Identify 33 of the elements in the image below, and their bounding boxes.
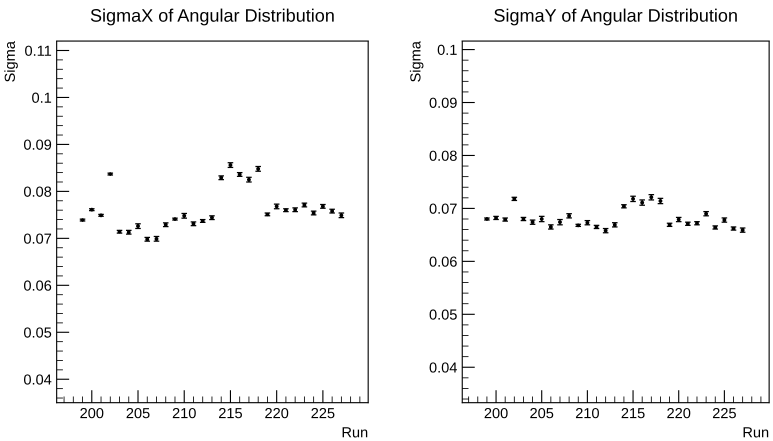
x-tick-label: 200: [80, 408, 104, 418]
x-axis-title: Run: [744, 427, 768, 438]
y-tick-label: 0.09: [24, 140, 52, 150]
x-tick-label: 200: [484, 408, 508, 418]
x-axis-title: Run: [342, 427, 368, 438]
x-tick-label: 215: [622, 408, 645, 418]
x-tick-label: 210: [576, 408, 599, 418]
y-tick-label: 0.05: [430, 309, 457, 320]
y-tick-label: 0.06: [24, 280, 52, 291]
x-tick-label: 215: [219, 408, 242, 418]
y-tick-label: 0.09: [430, 98, 457, 108]
y-axis-title: Sigma: [4, 41, 18, 82]
x-tick-label: 225: [311, 408, 334, 418]
y-tick-label: 0.08: [430, 150, 457, 161]
y-tick-label: 0.04: [430, 362, 457, 373]
chart-title: SigmaX of Angular Distribution: [90, 8, 334, 26]
y-tick-label: 0.07: [430, 204, 457, 214]
y-tick-label: 0.07: [24, 233, 52, 244]
y-tick-label: 0.06: [430, 256, 457, 267]
x-tick-label: 205: [126, 408, 150, 418]
x-tick-label: 225: [712, 408, 736, 418]
y-axis-title: Sigma: [410, 41, 424, 82]
y-tick-label: 0.08: [24, 186, 52, 197]
y-tick-label: 0.11: [25, 46, 52, 56]
chart-title: SigmaY of Angular Distribution: [494, 8, 737, 26]
y-tick-label: 0.05: [24, 327, 52, 338]
x-tick-label: 220: [667, 408, 690, 418]
y-tick-label: 0.04: [24, 374, 52, 385]
x-tick-label: 210: [172, 408, 196, 418]
y-tick-label: 0.1: [32, 92, 52, 103]
y-tick-label: 0.1: [438, 44, 457, 55]
x-tick-label: 205: [530, 408, 554, 418]
x-tick-label: 220: [265, 408, 288, 418]
